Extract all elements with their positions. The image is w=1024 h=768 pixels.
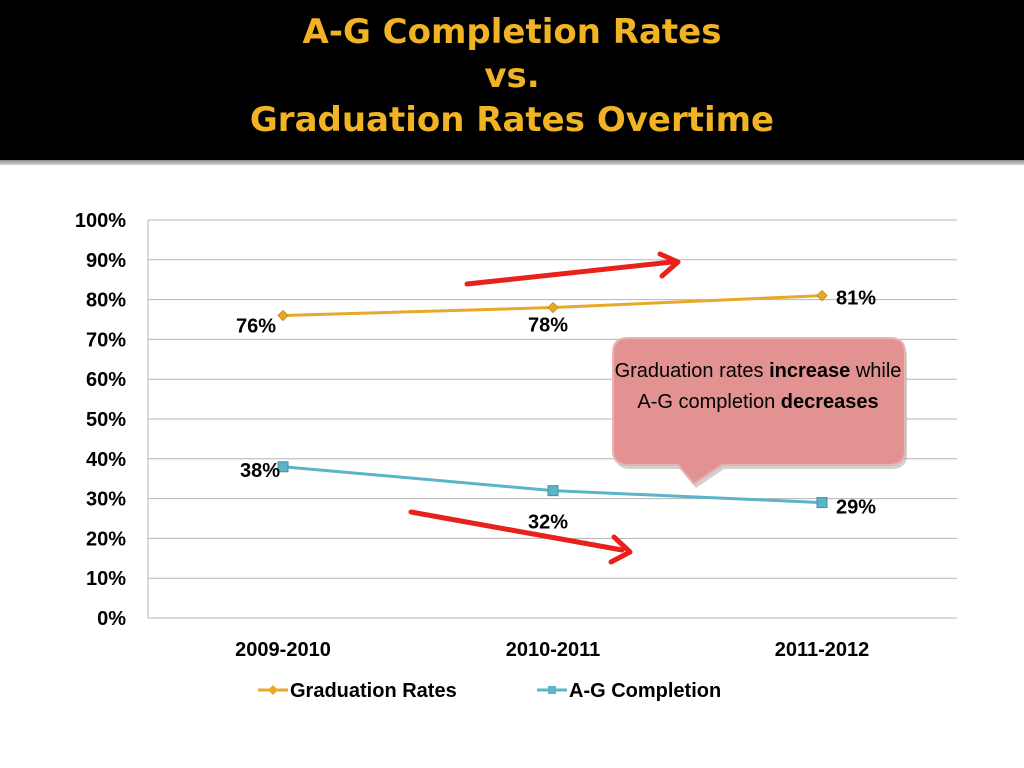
series-lines — [277, 289, 828, 509]
y-tick-label: 30% — [86, 489, 126, 511]
data-point-marker — [547, 485, 559, 497]
title-line-2: vs. — [484, 56, 540, 96]
legend-label: A-G Completion — [569, 680, 721, 702]
y-tick-label: 80% — [86, 290, 126, 312]
data-point-marker — [277, 309, 289, 322]
callout-bubble — [612, 337, 907, 488]
y-tick-label: 40% — [86, 449, 126, 471]
data-point-marker — [547, 301, 559, 314]
legend-marker — [548, 686, 556, 694]
data-labels: 76% 78% 81% 38% 32% 29% — [236, 288, 876, 534]
x-tick-label: 2009-2010 — [235, 639, 331, 661]
data-label: 76% — [236, 316, 276, 338]
y-tick-label: 100% — [75, 210, 126, 232]
slide-title: A-G Completion Rates vs. Graduation Rate… — [0, 10, 1024, 142]
legend-marker — [268, 685, 278, 695]
trend-arrow-up-head — [657, 251, 681, 279]
data-label: 81% — [836, 288, 876, 310]
trend-arrows — [408, 251, 681, 565]
callout-text-increase: increase — [769, 360, 851, 382]
y-tick-label: 90% — [86, 250, 126, 272]
x-tick-label: 2010-2011 — [506, 639, 601, 661]
y-tick-label: 60% — [86, 369, 126, 391]
data-point-marker — [277, 461, 289, 473]
series-line-2 — [282, 465, 823, 505]
y-axis-tick-labels: 0% 10% 20% 30% 40% 50% 60% 70% 80% 90% 100% — [75, 210, 126, 630]
y-tick-label: 50% — [86, 409, 126, 431]
y-tick-label: 70% — [86, 329, 126, 351]
callout-text-pre: Graduation rates — [614, 360, 770, 382]
data-label: 38% — [240, 460, 280, 482]
x-tick-label: 2011-2012 — [775, 639, 870, 661]
data-label: 29% — [836, 497, 876, 519]
y-tick-label: 0% — [97, 608, 126, 630]
slide-header — [0, 0, 1024, 160]
title-line-3: Graduation Rates Overtime — [249, 100, 775, 140]
data-label: 78% — [528, 315, 568, 337]
callout-text-mid: while A-G completion — [637, 360, 902, 413]
header-divider — [0, 160, 1024, 165]
callout-text-decreases: decreases — [780, 391, 879, 413]
trend-arrow-up-shaft — [464, 259, 675, 287]
callout-text: Graduation rates increase while A-G comp… — [612, 356, 904, 418]
data-point-marker — [816, 289, 828, 302]
data-point-marker — [816, 497, 828, 509]
legend-label: Graduation Rates — [290, 680, 457, 702]
data-label: 32% — [528, 512, 568, 534]
x-axis-tick-labels: 2009-2010 2010-2011 2011-2012 — [235, 639, 869, 661]
trend-arrow-down-shaft — [408, 509, 625, 553]
title-line-1: A-G Completion Rates — [302, 12, 722, 52]
y-tick-label: 10% — [86, 568, 126, 590]
y-tick-label: 20% — [86, 528, 126, 550]
callout-body — [612, 337, 906, 486]
legend: Graduation Rates A-G Completion — [258, 680, 721, 702]
trend-arrow-down-head — [608, 534, 633, 565]
